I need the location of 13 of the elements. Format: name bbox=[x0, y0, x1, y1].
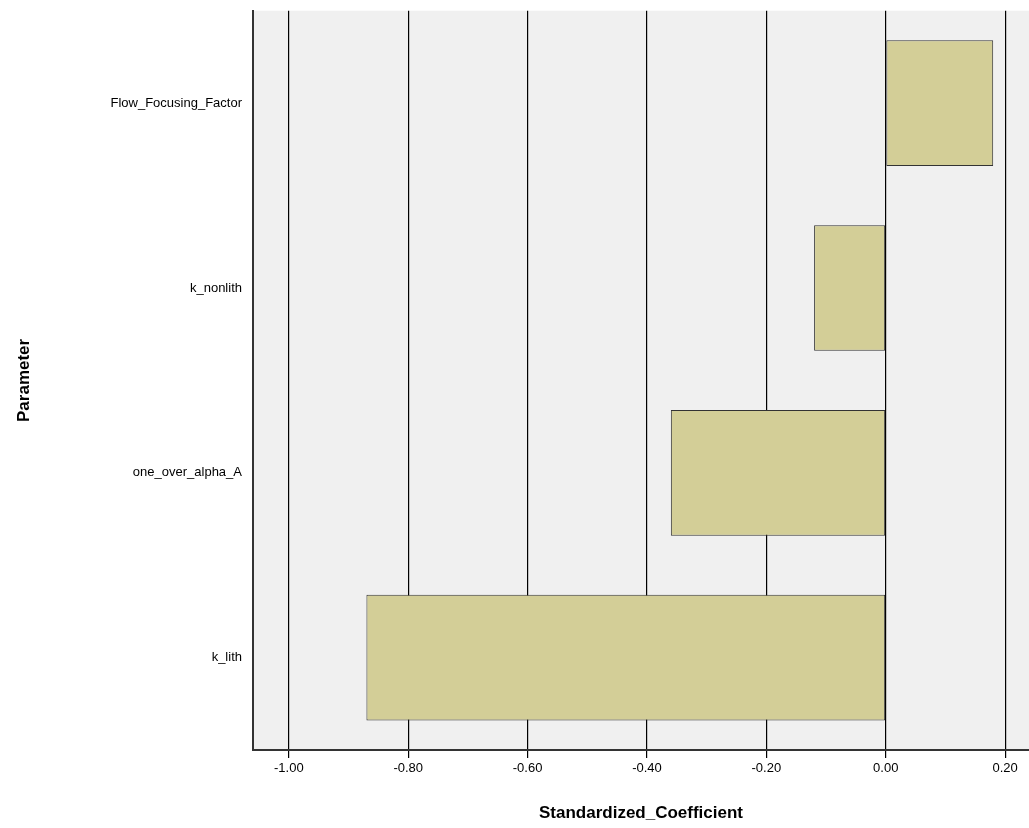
y-tick-label: one_over_alpha_A bbox=[132, 464, 243, 480]
y-tick-label: k_nonlith bbox=[189, 279, 242, 295]
x-tick-label: 0.20 bbox=[992, 760, 1018, 776]
y-tick-label: Flow_Focusing_Factor bbox=[110, 94, 243, 110]
x-tick-label: 0.00 bbox=[873, 760, 899, 776]
x-tick-label: -0.80 bbox=[393, 760, 424, 776]
x-tick-label: -0.40 bbox=[632, 760, 662, 776]
x-axis-title: Standardized_Coefficient bbox=[538, 803, 744, 823]
x-tick-label: -1.00 bbox=[274, 760, 304, 776]
y-tick-label: k_lith bbox=[211, 649, 242, 665]
y-axis-title: Parameter bbox=[13, 338, 33, 422]
x-tick-label: -0.20 bbox=[751, 760, 782, 776]
x-tick-label: -0.60 bbox=[512, 760, 543, 776]
